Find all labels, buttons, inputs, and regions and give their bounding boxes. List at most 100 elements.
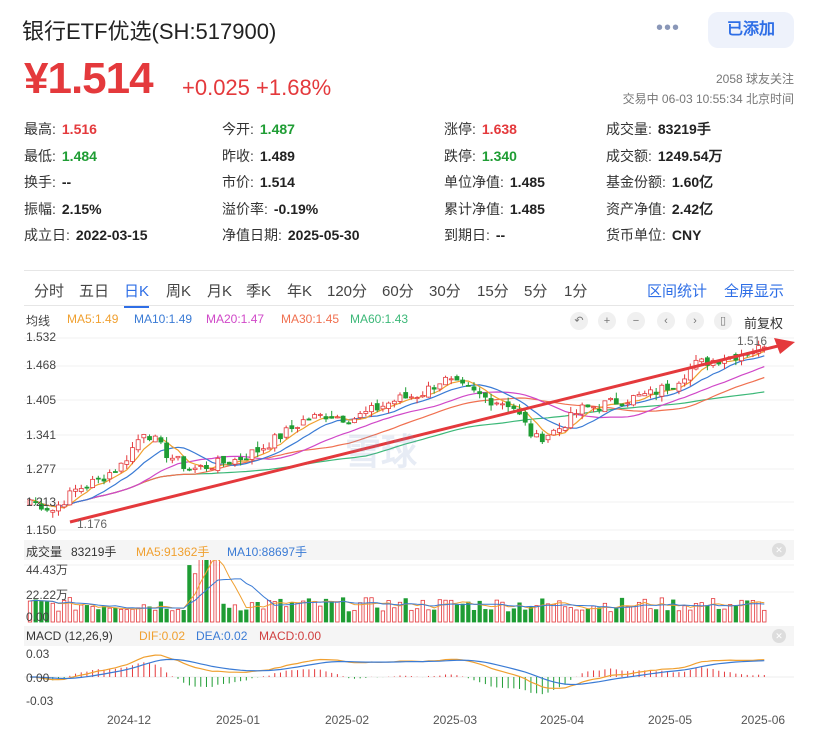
candle-body [198, 465, 204, 467]
zoom-in-icon[interactable]: + [598, 312, 616, 330]
stat-value: -0.19% [273, 200, 319, 217]
tab-5day[interactable]: 五日 [79, 283, 110, 300]
volume-bar [227, 607, 232, 623]
tab-120min[interactable]: 120分 [327, 283, 368, 300]
tab-60min[interactable]: 60分 [382, 283, 414, 300]
candle-body [209, 468, 215, 471]
candle-body [648, 389, 653, 395]
candle-body [659, 384, 665, 397]
candle-body [670, 387, 676, 390]
candle-body [352, 418, 357, 424]
volume-bar [636, 601, 642, 623]
watermark-logo: 雪球 [345, 431, 418, 472]
tab-15min[interactable]: 15分 [477, 283, 509, 300]
candle-body [500, 403, 505, 406]
vol-ma5-line [29, 558, 765, 610]
candle-body [312, 414, 318, 419]
pan-right-icon[interactable]: › [686, 312, 704, 330]
pan-left-icon[interactable]: ‹ [657, 312, 675, 330]
trend-arrow [69, 343, 783, 524]
candle-body [682, 378, 688, 384]
stat-value: 2022-03-15 [75, 227, 148, 243]
candle-icon[interactable]: ▯ [714, 312, 732, 330]
volume-bar [27, 600, 33, 623]
volume-bar [420, 599, 425, 623]
volume-bar [471, 609, 477, 623]
candle-body [568, 412, 574, 429]
candle-body [27, 499, 33, 506]
candle-body [215, 457, 221, 471]
candle-body [431, 387, 437, 390]
volume-bar [545, 603, 551, 623]
added-button[interactable]: 已添加 [708, 12, 794, 48]
more-dots-icon[interactable]: ••• [656, 17, 681, 39]
stat-item: 到期日: -- [444, 225, 505, 245]
volume-bar [329, 601, 334, 623]
tab-30min[interactable]: 30分 [429, 283, 461, 300]
stat-value: 1.485 [509, 174, 545, 190]
candle-body [460, 379, 466, 384]
candle-body [403, 392, 409, 399]
close-macd-icon[interactable]: ✕ [772, 629, 786, 643]
tab-quarterly-k[interactable]: 季K [246, 283, 272, 300]
volume-bar [118, 608, 124, 623]
stat-value: -- [495, 227, 506, 243]
stat-item: 净值日期: 2025-05-30 [222, 225, 360, 245]
fullscreen-link[interactable]: 全屏显示 [724, 283, 785, 300]
volume-bar [745, 600, 750, 623]
vol-ma5: MA5:91362手 [136, 545, 210, 559]
candle-body [613, 398, 619, 405]
volume-bar [648, 608, 653, 623]
volume-bar [318, 605, 323, 623]
volume-bar [107, 607, 112, 623]
zoom-out-icon[interactable]: − [627, 312, 645, 330]
volume-bar [56, 610, 61, 623]
stat-label: 换手: [24, 174, 56, 190]
volume-bar [392, 607, 397, 623]
macd-header: MACD (12,26,9) DIF:0.02 DEA:0.02 MACD:0.… [24, 626, 794, 646]
volume-bar [289, 601, 294, 623]
candle-body [488, 398, 494, 406]
candle-body [61, 504, 67, 508]
candle-body [101, 478, 107, 482]
tab-yearly-k[interactable]: 年K [287, 283, 313, 300]
volume-label: 成交量 [26, 545, 63, 559]
stat-item: 换手: -- [24, 172, 71, 192]
volume-bar [756, 601, 761, 623]
candle-body [283, 427, 289, 438]
candle-body [221, 455, 226, 464]
followers-count[interactable]: 2058 球友关注 [715, 72, 794, 86]
volume-bar [255, 602, 260, 623]
stat-value: 2025-05-30 [287, 227, 360, 243]
close-volume-icon[interactable]: ✕ [772, 543, 786, 557]
candle-body [130, 447, 135, 462]
vol-tick: 44.43万 [26, 563, 69, 577]
interval-stats-link[interactable]: 区间统计 [647, 283, 708, 300]
tab-fenshi[interactable]: 分时 [34, 283, 65, 300]
candle-body [511, 405, 517, 409]
price-tick: 1.341 [26, 428, 57, 442]
tab-5min[interactable]: 5分 [524, 283, 548, 300]
macd-value: MACD:0.00 [259, 629, 322, 643]
price-tick: 1.468 [26, 358, 57, 372]
stat-item: 单位净值: 1.485 [444, 172, 545, 192]
candle-body [272, 434, 278, 449]
volume-bar [534, 605, 539, 623]
volume-bar [136, 607, 141, 623]
tab-1min[interactable]: 1分 [564, 283, 588, 300]
tab-weekly-k[interactable]: 周K [166, 283, 192, 300]
candle-body [289, 425, 295, 430]
adjust-mode[interactable]: 前复权 [744, 316, 784, 331]
candle-body [665, 383, 670, 391]
candle-body [562, 427, 568, 431]
high-marker: 1.516 [737, 334, 768, 348]
tab-daily-k[interactable]: 日K [124, 280, 150, 308]
stat-label: 单位净值: [444, 174, 504, 190]
volume-bar [284, 606, 289, 623]
volume-bar [380, 610, 386, 623]
stat-item: 振幅: 2.15% [24, 199, 102, 219]
undo-icon[interactable]: ↶ [570, 312, 588, 330]
candle-body [357, 413, 363, 418]
tab-monthly-k[interactable]: 月K [207, 283, 233, 300]
